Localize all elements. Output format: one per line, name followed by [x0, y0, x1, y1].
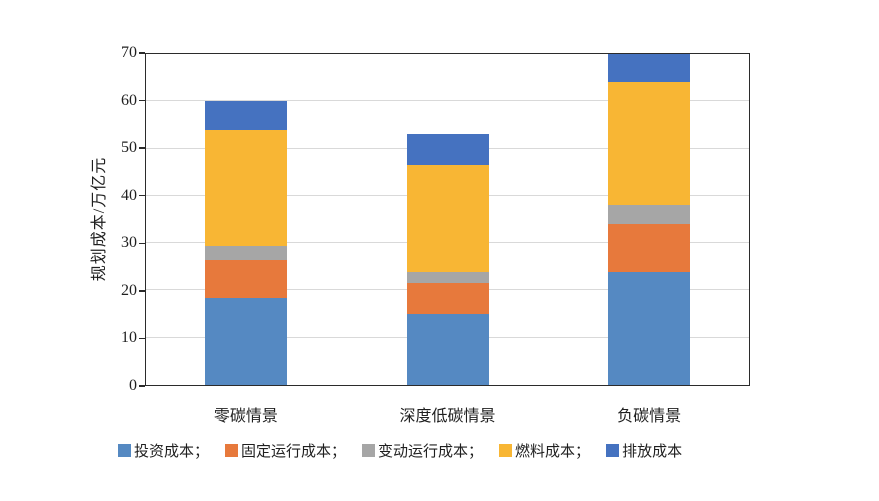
- y-tick-label: 10: [121, 329, 137, 347]
- bar-segment: [406, 271, 489, 284]
- x-axis-label: 零碳情景: [213, 408, 278, 425]
- y-tick-mark: [139, 242, 145, 245]
- bar-segment: [607, 82, 690, 206]
- y-tick-label: 50: [121, 139, 137, 157]
- gridline: [146, 100, 749, 102]
- bar-segment: [607, 271, 690, 385]
- legend-item: 变动运行成本；: [362, 440, 483, 461]
- y-tick-mark: [139, 337, 145, 340]
- bar-column-3: [607, 54, 690, 385]
- legend-item: 投资成本；: [118, 440, 209, 461]
- y-axis-title: 规划成本/万亿元: [91, 156, 108, 282]
- legend: 投资成本； 固定运行成本； 变动运行成本； 燃料成本； 排放成本: [118, 440, 682, 461]
- bar-column-1: [205, 101, 288, 385]
- y-tick-label: 40: [121, 186, 137, 204]
- legend-swatch: [225, 444, 239, 457]
- legend-label: 固定运行成本；: [241, 444, 347, 460]
- bar-segment: [205, 101, 288, 130]
- legend-swatch: [606, 444, 620, 457]
- y-tick-mark: [139, 52, 145, 54]
- bar-segment: [406, 134, 489, 166]
- legend-label: 排放成本: [622, 444, 683, 460]
- y-tick-label: 30: [121, 234, 137, 252]
- legend-swatch: [499, 444, 513, 457]
- legend-label: 燃料成本；: [515, 444, 591, 460]
- y-tick-label: 0: [129, 377, 137, 394]
- bar-segment: [607, 54, 690, 83]
- bar-segment: [406, 165, 489, 272]
- legend-item: 燃料成本；: [499, 440, 590, 461]
- y-tick-label: 60: [121, 91, 137, 109]
- bar-segment: [406, 314, 489, 385]
- legend-swatch: [362, 444, 376, 457]
- y-tick-mark: [139, 99, 145, 102]
- bar-column-2: [406, 134, 489, 385]
- y-tick-mark: [139, 147, 145, 149]
- legend-item: 固定运行成本；: [225, 440, 346, 461]
- y-tick-label: 70: [121, 44, 137, 61]
- bar-segment: [607, 224, 690, 272]
- y-tick-label: 20: [121, 281, 137, 299]
- bar-segment: [205, 245, 288, 260]
- y-tick-mark: [139, 194, 145, 197]
- legend-swatch: [118, 444, 131, 457]
- legend-item: 排放成本: [606, 440, 682, 461]
- bar-segment: [205, 129, 288, 246]
- y-tick-mark: [139, 385, 145, 387]
- y-tick-mark: [139, 290, 145, 292]
- bar-segment: [406, 283, 489, 315]
- plot-area: [145, 53, 750, 386]
- x-axis-label: 负碳情景: [617, 408, 682, 425]
- x-axis-label: 深度低碳情景: [399, 408, 496, 425]
- bar-segment: [205, 297, 288, 385]
- bar-segment: [205, 259, 288, 298]
- bar-segment: [607, 205, 690, 225]
- legend-label: 变动运行成本；: [378, 444, 484, 460]
- legend-label: 投资成本；: [134, 444, 210, 460]
